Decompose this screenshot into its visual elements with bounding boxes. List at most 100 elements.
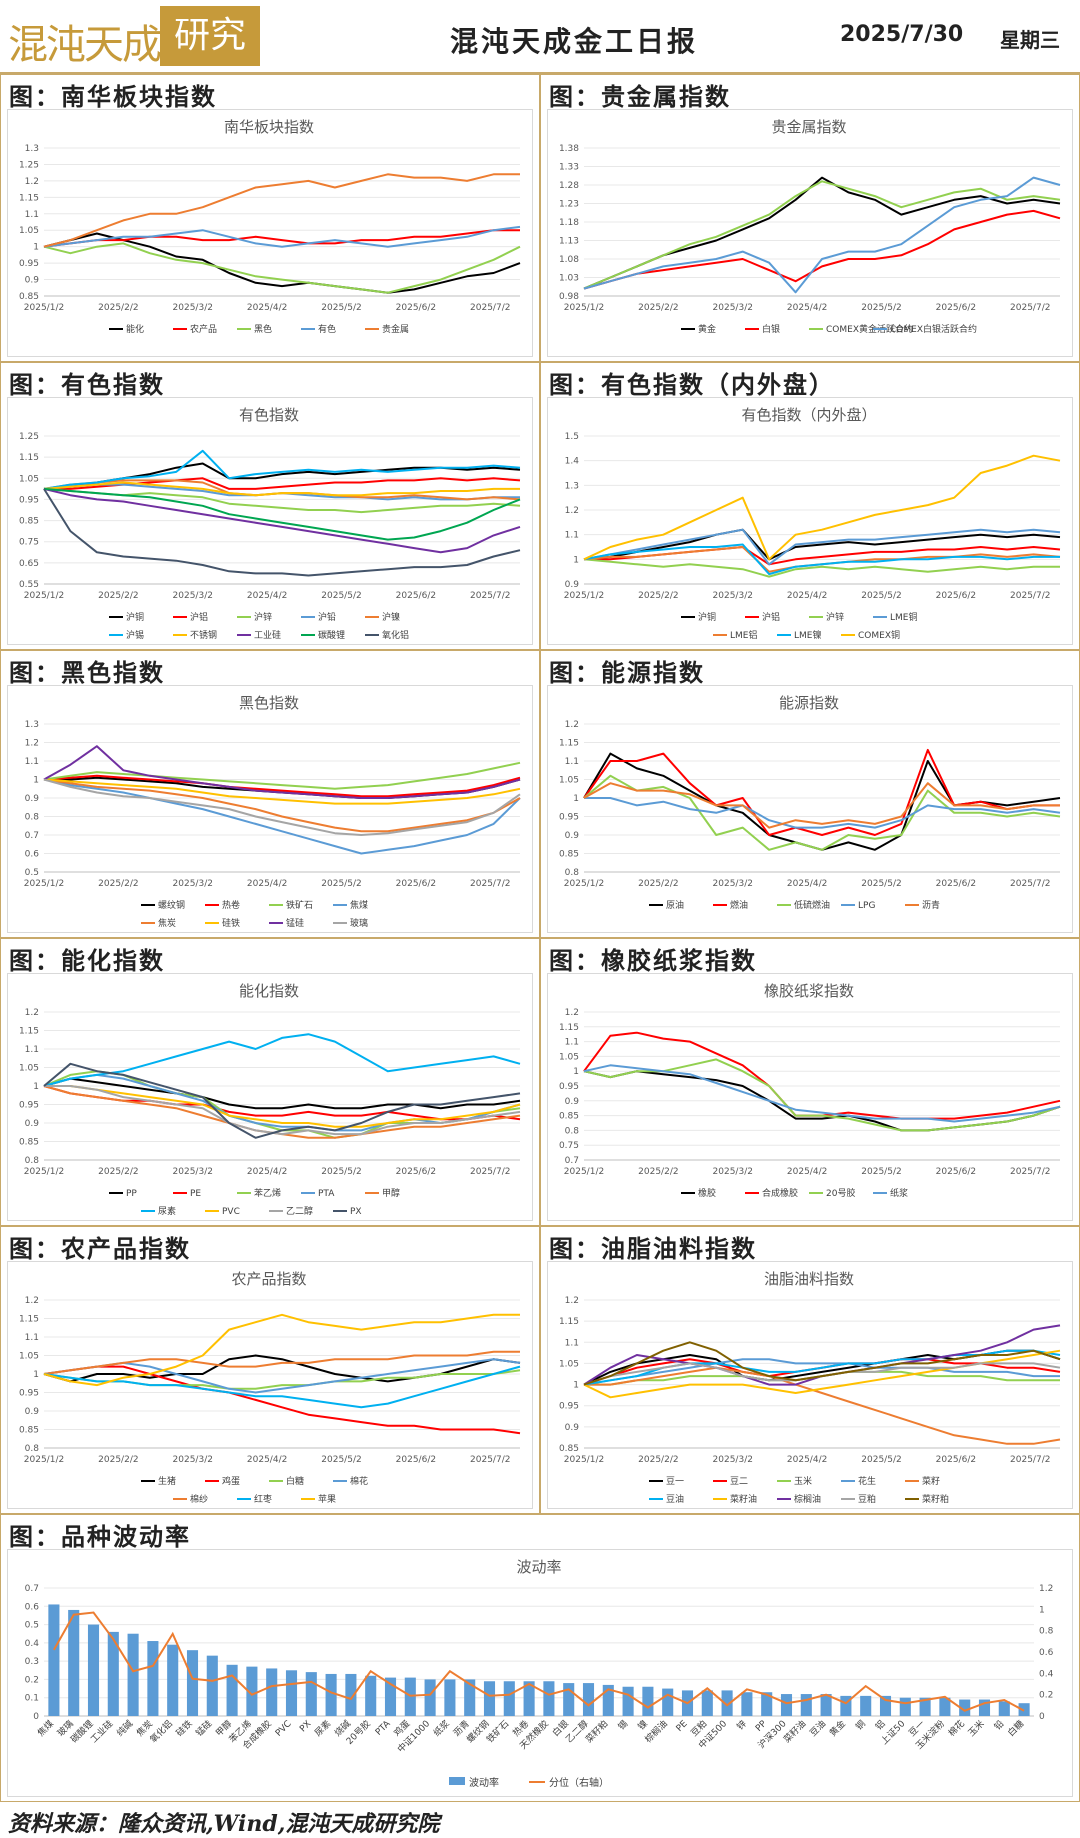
panel-nonferrous: 图：有色指数 有色指数 0.55 0.65 0.75 0.85 0.95 1.05 1.15 1.… xyxy=(0,362,540,650)
series-line xyxy=(43,481,520,497)
volatility-bar xyxy=(404,1677,416,1716)
report-title: 混沌天成金工日报 xyxy=(450,25,699,58)
volatility-bar xyxy=(741,1692,753,1716)
legend-label: 不锈钢 xyxy=(190,629,217,641)
series-line xyxy=(43,487,521,541)
volatility-bar xyxy=(780,1694,793,1716)
legend-label: 沪铜 xyxy=(126,611,144,623)
x-tick-label: 2025/4/2 xyxy=(247,1167,287,1177)
x-tick-label: 2025/5/2 xyxy=(321,1455,361,1465)
chart-frame: 有色指数 0.55 0.65 0.75 0.85 0.95 1.05 1.15 1.25 2025… xyxy=(7,397,533,645)
x-tick-label: 2025/1/2 xyxy=(564,1167,604,1177)
y-tick-label: 1.05 xyxy=(559,1359,579,1369)
x-tick-label: 2025/2/2 xyxy=(98,1167,138,1177)
legend-label: 碳酸锂 xyxy=(318,629,345,641)
legend-label: COMEX铜 xyxy=(858,629,900,641)
legend-label: 热卷 xyxy=(222,899,240,911)
legend-label: 氧化铝 xyxy=(382,629,409,641)
x-tick-label: 2025/4/2 xyxy=(787,591,827,601)
volatility-bar xyxy=(384,1677,397,1716)
chart-frame: 有色指数（内外盘） 0.9 1 1.1 1.2 1.3 1.4 1.5 2025/1/2 2025… xyxy=(547,397,1073,645)
percentile-line xyxy=(53,1611,1025,1712)
series-line xyxy=(583,558,1060,578)
x-tick-label: 2025/4/2 xyxy=(787,1167,827,1177)
x-tick-label: 2025/5/2 xyxy=(861,591,901,601)
volatility-bar xyxy=(622,1686,634,1716)
legend-label: 分位（右轴） xyxy=(549,1776,609,1789)
legend-label: 豆二 xyxy=(730,1476,748,1487)
x-tick-label: 2025/4/2 xyxy=(787,1455,827,1465)
legend-label: 棉花 xyxy=(350,1475,368,1487)
legend-label: 焦炭 xyxy=(158,917,176,929)
x-tick-label: 2025/4/2 xyxy=(247,591,287,601)
y-tick-label: 0.9 xyxy=(25,1119,40,1129)
y-tick-label: 1.18 xyxy=(559,218,579,228)
x-tick-label: 2025/1/2 xyxy=(24,1167,64,1177)
panel-label: 图：南华板块指数 xyxy=(9,83,217,111)
chart-frame: 橡胶纸浆指数 0.7 0.75 0.8 0.85 0.9 0.95 1 1.05 1.1 1.15 1… xyxy=(547,973,1073,1221)
y-tick-label: 0.95 xyxy=(559,813,579,823)
y-tick-label: 0.8 xyxy=(25,1444,40,1454)
series-line xyxy=(43,1354,521,1383)
legend-label: 波动率 xyxy=(469,1776,499,1789)
chart-frame: 能化指数 0.8 0.85 0.9 0.95 1 1.05 1.1 1.15 1.2 2025/1/… xyxy=(7,973,533,1221)
volatility-bar xyxy=(978,1699,991,1716)
series-line xyxy=(43,761,521,790)
volatility-bar xyxy=(800,1694,812,1716)
chart-agri: 农产品指数 0.8 0.85 0.9 0.95 1 1.05 1.1 1.15 1.2 2025/1… xyxy=(19,1270,521,1505)
series-line xyxy=(583,543,1060,576)
volatility-bar xyxy=(899,1697,911,1716)
volatility-bar xyxy=(365,1675,377,1716)
x-tick-label: 2025/3/2 xyxy=(173,1455,213,1465)
y-tick-label: 0.85 xyxy=(19,292,39,302)
y-tick-label: 0.98 xyxy=(559,292,579,302)
y-tick-label: 0.95 xyxy=(19,495,39,505)
y-tick-label: 1.2 xyxy=(25,1008,39,1018)
panel-label: 图：能源指数 xyxy=(549,659,705,687)
x-tick-label: 2025/2/2 xyxy=(638,591,678,601)
x-tick-label: 2025/1/2 xyxy=(564,303,604,313)
volatility-bar xyxy=(820,1694,832,1716)
legend-label: 尿素 xyxy=(158,1205,176,1217)
y2-tick-label: 0.2 xyxy=(1039,1691,1053,1701)
series-line xyxy=(43,1365,521,1409)
volatility-bar xyxy=(642,1686,654,1716)
chart-title: 波动率 xyxy=(516,1558,561,1576)
y-tick-label: 0.1 xyxy=(25,1694,39,1704)
legend-label: 铁矿石 xyxy=(286,899,313,911)
legend-label: 沪铅 xyxy=(318,611,336,623)
x-tick-label: 2025/4/2 xyxy=(787,303,827,313)
y-tick-label: 1.2 xyxy=(565,720,579,730)
y2-tick-label: 1.2 xyxy=(1039,1584,1053,1594)
category-label: 硅铁 xyxy=(173,1718,194,1739)
chart-title: 农产品指数 xyxy=(231,1270,306,1288)
panel-volatility: 图：品种波动率 波动率 0 0.1 0.2 0.3 0.4 0.5 0.6 0.7 0 0.2 0.4 0… xyxy=(0,1514,1080,1802)
category-label: 尿素 xyxy=(312,1718,333,1739)
legend-label: 鸡蛋 xyxy=(222,1475,240,1487)
legend-label: 沪锡 xyxy=(126,629,144,641)
y-tick-label: 0.4 xyxy=(25,1639,40,1649)
legend-label: 锰硅 xyxy=(286,917,304,929)
series-line xyxy=(583,180,1061,290)
chart-volatility: 波动率 0 0.1 0.2 0.3 0.4 0.5 0.6 0.7 0 0.2 0.4 0.6 0.8 1 1… xyxy=(25,1558,1054,1789)
panel-label: 图：油脂油料指数 xyxy=(549,1235,757,1263)
series-line xyxy=(583,1031,1061,1120)
y-tick-label: 1.05 xyxy=(19,1064,39,1074)
y-tick-label: 1 xyxy=(33,1082,39,1092)
y-tick-label: 0.85 xyxy=(19,1138,39,1148)
panel-ferrous: 图：黑色指数 黑色指数 0.5 0.6 0.7 0.8 0.9 1 1.1 1.2 1.3 2025/… xyxy=(0,650,540,938)
x-tick-label: 2025/7/2 xyxy=(1010,1167,1050,1177)
y-tick-label: 0.85 xyxy=(19,1426,39,1436)
category-label: 白糖 xyxy=(1005,1718,1026,1739)
legend-label: 20号胶 xyxy=(826,1187,855,1199)
y-tick-label: 1.1 xyxy=(565,757,579,767)
y-tick-label: 0.9 xyxy=(565,1423,580,1433)
x-tick-label: 2025/7/2 xyxy=(1010,303,1050,313)
legend-label: 低硫燃油 xyxy=(794,899,830,911)
chart-ferrous: 黑色指数 0.5 0.6 0.7 0.8 0.9 1 1.1 1.2 1.3 2025/1/2 202… xyxy=(24,694,521,929)
volatility-bar xyxy=(662,1688,674,1716)
category-label: 锰硅 xyxy=(193,1718,214,1739)
x-tick-label: 2025/5/2 xyxy=(861,303,901,313)
chart-nonferrous_inout: 有色指数（内外盘） 0.9 1 1.1 1.2 1.3 1.4 1.5 2025/1/2 2025… xyxy=(564,406,1061,641)
legend-swatch xyxy=(449,1777,465,1785)
